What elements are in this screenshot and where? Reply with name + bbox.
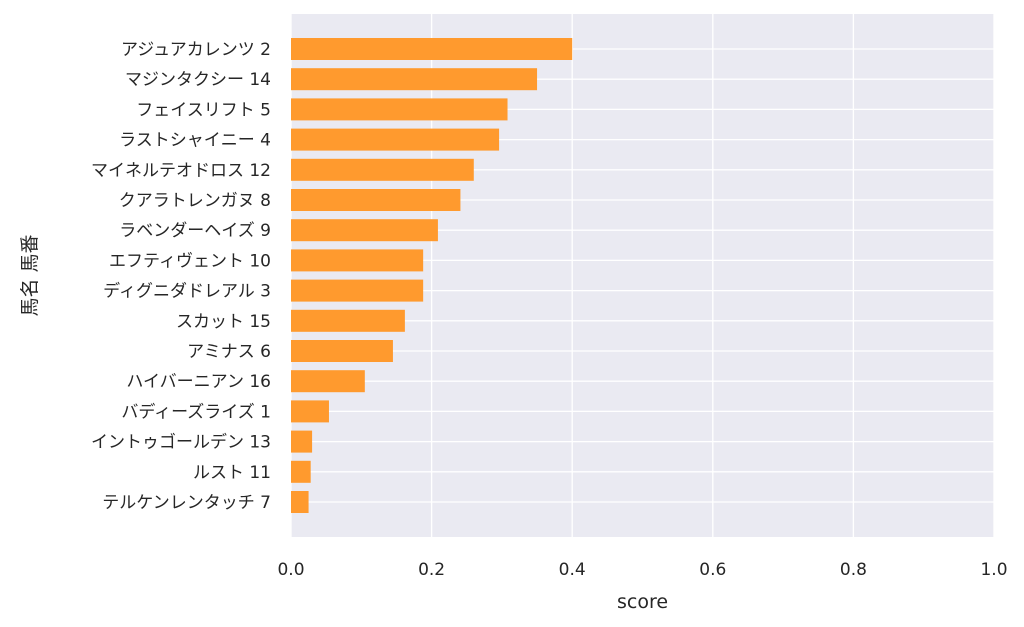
x-tick-label: 0.0 <box>277 560 304 580</box>
bar <box>291 249 424 272</box>
y-tick-label: ハイバーニアン 16 <box>126 372 271 392</box>
y-axis-label: 馬名 馬番 <box>19 234 41 316</box>
bar <box>291 68 538 91</box>
x-tick-labels: 0.0 0.2 0.4 0.6 0.8 1.0 <box>277 560 1007 580</box>
y-tick-label: フェイスリフト 5 <box>136 100 271 120</box>
y-tick-label: バディーズライズ 1 <box>121 401 271 422</box>
bar <box>291 279 424 302</box>
bar <box>291 460 311 483</box>
bar <box>291 400 329 423</box>
y-tick-label: イントゥゴールデン 13 <box>91 432 271 453</box>
bar <box>291 309 405 332</box>
bar <box>291 370 365 393</box>
bar <box>291 340 393 362</box>
x-tick-label: 0.8 <box>840 560 867 580</box>
bar <box>291 491 309 513</box>
bar <box>291 219 438 242</box>
x-tick-label: 1.0 <box>980 560 1007 580</box>
bar <box>291 189 461 211</box>
bar <box>291 158 474 181</box>
bar <box>291 38 573 60</box>
bar <box>291 98 508 121</box>
bars-group <box>291 38 573 513</box>
y-tick-label: ルスト 11 <box>193 463 271 483</box>
y-tick-label: クアラトレンガヌ 8 <box>119 191 271 211</box>
x-tick-label: 0.4 <box>559 560 586 580</box>
y-tick-label: テルケンレンタッチ 7 <box>102 493 271 513</box>
y-tick-label: マイネルテオドロス 12 <box>91 161 271 181</box>
y-tick-label: エフティヴェント 10 <box>109 251 271 271</box>
x-tick-label: 0.6 <box>699 560 726 580</box>
y-tick-label: ディグニダドレアル 3 <box>103 281 271 302</box>
x-axis-label: score <box>617 591 668 613</box>
y-tick-label: アミナス 6 <box>187 342 271 362</box>
x-tick-label: 0.2 <box>418 560 445 580</box>
y-tick-label: スカット 15 <box>176 312 271 332</box>
y-tick-labels: アジュアカレンツ 2 マジンタクシー 14 フェイスリフト 5 ラストシャイニー 4 マ… <box>91 40 271 513</box>
y-tick-label: マジンタクシー 14 <box>125 70 271 90</box>
y-tick-label: ラストシャイニー 4 <box>119 131 271 151</box>
y-tick-label: アジュアカレンツ 2 <box>121 40 271 60</box>
bar <box>291 430 313 453</box>
bar <box>291 128 500 151</box>
y-tick-label: ラベンダーヘイズ 9 <box>119 221 271 241</box>
plot-background <box>291 14 994 537</box>
